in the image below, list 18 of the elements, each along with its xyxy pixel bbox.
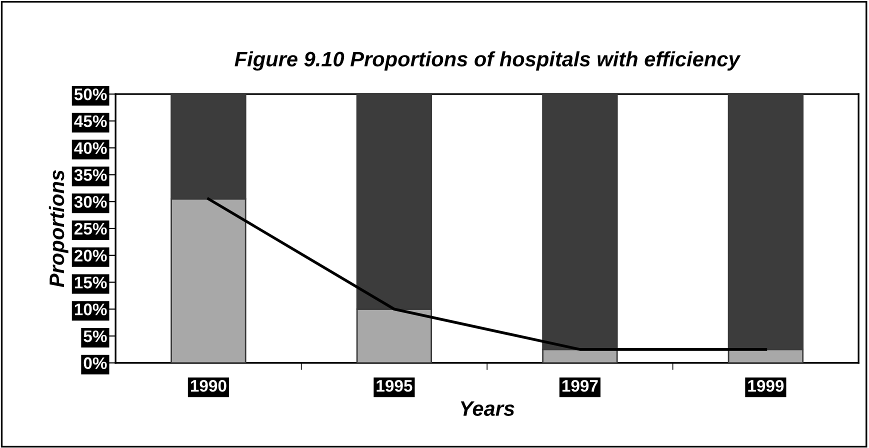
x-tick-label: 1990 xyxy=(190,380,226,392)
y-tick-label: 40% xyxy=(74,142,107,154)
chart-title: Figure 9.10 Proportions of hospitals with efficiency xyxy=(234,51,741,71)
y-tick-label: 15% xyxy=(74,276,107,288)
y-tick-label: 10% xyxy=(74,304,107,316)
y-tick-label: 5% xyxy=(84,330,107,342)
x-tick-label: 1995 xyxy=(376,380,412,392)
y-tick-label: 30% xyxy=(74,196,107,208)
y-tick-label: 50% xyxy=(74,88,107,100)
y-tick-label: 25% xyxy=(74,222,107,235)
x-tick-label: 1999 xyxy=(748,380,784,392)
y-tick-label: 0% xyxy=(84,357,107,370)
x-axis-title: Years xyxy=(460,401,514,416)
x-tick-label: 1997 xyxy=(562,380,598,392)
y-tick-label: 45% xyxy=(74,115,107,128)
y-tick-label: 35% xyxy=(74,169,107,181)
y-axis-title: Proportions xyxy=(48,170,68,288)
y-tick-label: 20% xyxy=(74,250,107,262)
